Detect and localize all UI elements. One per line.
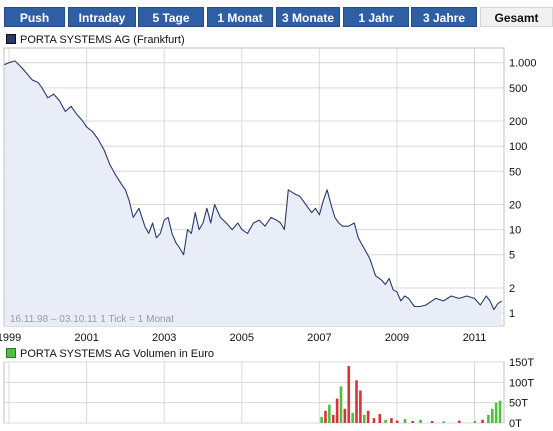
volume-bar: [378, 414, 382, 423]
tab-5-tage[interactable]: 5 Tage: [138, 7, 204, 27]
volume-bar: [335, 398, 339, 423]
volume-bar: [359, 390, 362, 423]
volume-plot-frame: [3, 361, 505, 424]
price-ytick-label: 100: [509, 141, 527, 153]
volume-bar: [347, 366, 351, 423]
volume-bar: [343, 408, 347, 423]
year-tick-label: 2011: [463, 332, 487, 344]
tab-3-jahre[interactable]: 3 Jahre: [411, 7, 477, 27]
year-tick-label: 2001: [74, 332, 98, 344]
volume-ytick-label: 50T: [509, 398, 528, 410]
volume-legend-swatch: [6, 348, 16, 359]
price-legend: PORTA SYSTEMS AG (Frankfurt): [6, 33, 185, 47]
price-ytick-label: 2: [509, 283, 515, 295]
year-tick-label: 2009: [385, 332, 409, 344]
volume-ytick-label: 150T: [509, 357, 534, 369]
volume-legend-label: PORTA SYSTEMS AG Volumen in Euro: [20, 348, 215, 360]
price-ytick-label: 200: [509, 116, 527, 128]
volume-ytick-label: 0T: [509, 418, 522, 430]
volume-bar: [458, 420, 461, 423]
volume-bar: [328, 404, 331, 423]
volume-bar: [395, 420, 399, 423]
volume-bar: [430, 420, 434, 423]
volume-bar: [320, 416, 323, 423]
period-note: 16.11.98 – 03.10.11 1 Tick = 1 Monat: [10, 314, 174, 325]
volume-bar: [490, 408, 494, 423]
price-legend-swatch: [6, 34, 16, 45]
volume-bar: [481, 419, 484, 423]
price-ytick-label: 500: [509, 83, 527, 95]
tab-1-jahr[interactable]: 1 Jahr: [343, 7, 409, 27]
tab-3-monate[interactable]: 3 Monate: [276, 7, 340, 27]
tab-intraday[interactable]: Intraday: [68, 7, 136, 27]
volume-bar: [487, 414, 490, 423]
volume-bar: [362, 414, 366, 423]
volume-legend: PORTA SYSTEMS AG Volumen in Euro: [6, 347, 214, 361]
volume-bar: [339, 386, 343, 423]
year-tick-label: 2003: [152, 332, 176, 344]
price-ytick-label: 10: [509, 225, 521, 237]
period-tab-bar: Push Intraday 5 Tage 1 Monat 3 Monate 1 Jahr 3…: [0, 0, 553, 29]
volume-bar: [351, 412, 354, 423]
volume-bar: [498, 400, 502, 423]
volume-bar: [355, 380, 358, 423]
volume-bar: [411, 420, 415, 423]
price-ytick-label: 50: [509, 166, 521, 178]
volume-bar: [324, 410, 327, 423]
price-line: [4, 60, 503, 311]
volume-bar: [442, 421, 446, 423]
volume-bar: [331, 414, 335, 423]
price-ytick-label: 5: [509, 250, 515, 262]
price-legend-label: PORTA SYSTEMS AG (Frankfurt): [20, 34, 185, 46]
year-tick-label: 2007: [307, 332, 331, 344]
volume-ytick-label: 100T: [509, 377, 534, 389]
price-area: [4, 60, 502, 327]
volume-bar: [419, 419, 422, 423]
volume-bar: [390, 418, 393, 423]
volume-bar: [366, 410, 370, 423]
volume-bar: [384, 419, 387, 423]
price-ytick-label: 1.000: [509, 58, 537, 70]
volume-bar: [403, 418, 407, 423]
tab-push[interactable]: Push: [4, 7, 65, 27]
volume-bar: [494, 402, 498, 423]
price-ytick-label: 20: [509, 199, 521, 211]
tab-1-monat[interactable]: 1 Monat: [207, 7, 273, 27]
volume-bar: [372, 418, 376, 423]
price-ytick-label: 1: [509, 308, 515, 320]
year-tick-label: 2005: [230, 332, 254, 344]
volume-bar: [473, 420, 477, 423]
